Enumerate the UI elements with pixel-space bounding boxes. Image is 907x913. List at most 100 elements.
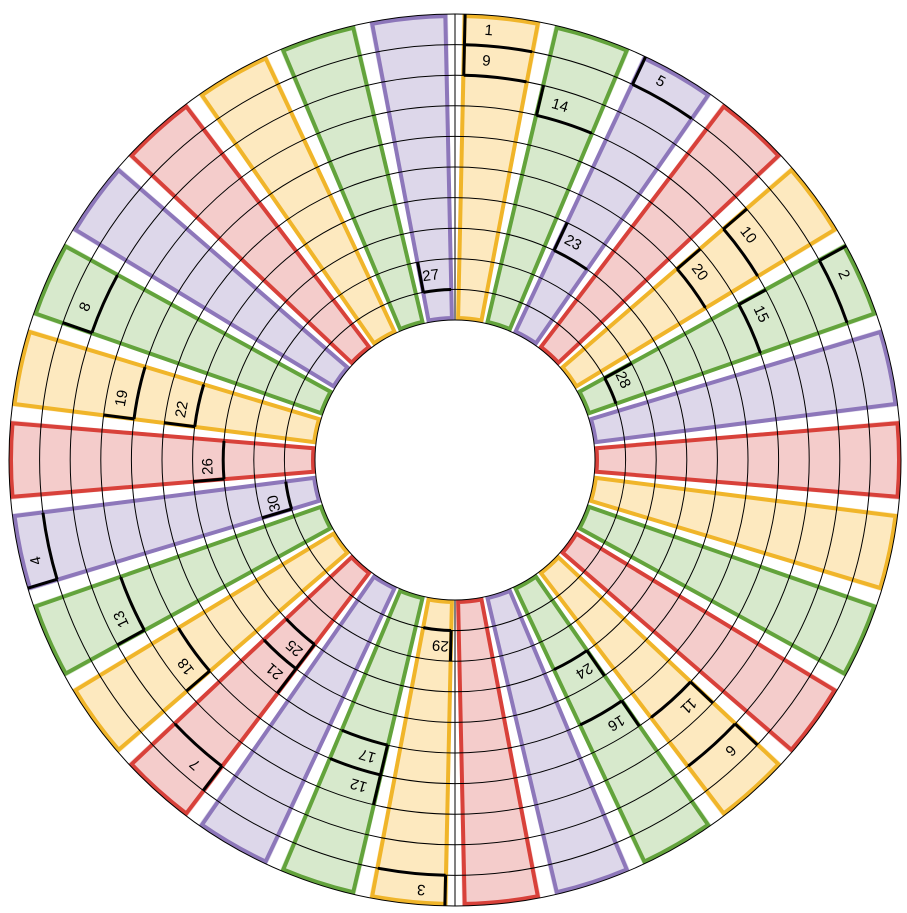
bold-arc-mark [193, 384, 206, 427]
number-label: 12 [348, 774, 369, 795]
bold-tick-mark [462, 14, 467, 45]
sector-yellow [369, 597, 453, 906]
bold-tick-mark [27, 577, 58, 590]
number-label: 4 [27, 555, 45, 567]
number-label: 10 [736, 223, 760, 247]
sector-purple [72, 166, 350, 389]
bold-tick-mark [535, 85, 545, 116]
bold-tick-mark [448, 630, 453, 662]
number-label: 18 [174, 655, 198, 679]
bold-tick-mark [185, 669, 211, 693]
sector-yellow [198, 55, 397, 346]
bold-arc-mark [650, 680, 692, 719]
number-label: 20 [688, 261, 712, 285]
bold-tick-mark [372, 774, 383, 806]
sector-purple [486, 588, 630, 895]
number-label: 14 [550, 95, 571, 116]
bold-tick-mark [116, 628, 146, 647]
number-label: 28 [612, 369, 635, 391]
sectors-layer [8, 14, 902, 906]
bold-arc-mark [221, 440, 226, 480]
inner-boundary [314, 319, 596, 601]
bold-tick-mark [734, 722, 759, 746]
sector-red [560, 531, 838, 754]
number-label: 30 [264, 493, 284, 513]
bold-arc-mark [377, 866, 446, 877]
bold-arc-mark [177, 627, 211, 672]
sector-purple [369, 14, 453, 323]
number-label: 3 [416, 881, 426, 899]
bold-arc-mark [173, 722, 223, 768]
number-label: 23 [562, 231, 585, 254]
bold-arc-mark [603, 377, 618, 405]
bold-arc-mark [579, 699, 623, 727]
number-label: 17 [357, 745, 378, 766]
sector-green [280, 588, 424, 895]
bold-tick-mark [462, 44, 466, 76]
bold-tick-mark [261, 507, 293, 520]
bold-tick-mark [276, 667, 298, 694]
bold-arc-mark [675, 267, 707, 309]
number-label: 16 [605, 711, 628, 734]
bold-tick-mark [722, 207, 748, 231]
sector-red [128, 103, 371, 365]
bold-tick-mark [603, 362, 633, 380]
number-label: 27 [421, 266, 440, 285]
bold-arc-mark [818, 259, 849, 324]
bold-tick-mark [62, 321, 93, 335]
sector-red [539, 103, 782, 365]
sector-green [577, 505, 877, 677]
bold-tick-mark [416, 262, 425, 293]
bold-arc-mark [423, 626, 452, 633]
bold-tick-mark [294, 643, 316, 670]
sector-yellow [457, 14, 541, 323]
bold-arc-mark [119, 576, 146, 631]
bold-arc-mark [464, 43, 533, 54]
number-label: 1 [484, 22, 494, 40]
number-label: 13 [110, 608, 133, 630]
sector-purple [513, 55, 712, 346]
number-label: 15 [750, 303, 773, 325]
bold-tick-mark [818, 244, 847, 262]
bold-tick-mark [631, 56, 647, 86]
bold-tick-mark [552, 222, 569, 252]
sector-purple [198, 574, 397, 865]
bold-arc-mark [132, 366, 147, 420]
number-label: 29 [431, 636, 449, 654]
sector-red [457, 597, 541, 906]
bold-tick-mark [738, 288, 767, 306]
bold-arc-mark [553, 249, 588, 271]
bold-marks-layer [27, 14, 849, 906]
bold-tick-mark [443, 875, 448, 906]
sector-yellow [539, 555, 782, 817]
bold-tick-mark [585, 649, 606, 677]
number-label: 22 [172, 400, 192, 420]
bold-tick-mark [689, 680, 714, 705]
sector-green [513, 574, 712, 865]
bold-tick-mark [103, 413, 135, 421]
number-label: 9 [482, 52, 492, 70]
number-label: 24 [573, 659, 596, 682]
bold-arc-mark [341, 728, 388, 747]
bold-tick-mark [193, 477, 225, 483]
sector-green [577, 243, 877, 415]
sector-green [33, 243, 333, 415]
sector-green [33, 505, 333, 677]
bold-arc-mark [737, 303, 762, 354]
bold-arc-mark [631, 83, 693, 120]
number-label: 26 [199, 458, 216, 475]
sector-yellow [560, 166, 838, 389]
bold-tick-mark [620, 700, 641, 727]
bold-tick-mark [676, 247, 702, 271]
bold-tick-mark [202, 765, 224, 792]
sector-green [486, 25, 630, 332]
sector-red [128, 555, 371, 817]
bold-tick-mark [164, 421, 195, 429]
bold-tick-mark [379, 744, 390, 776]
number-label: 19 [112, 388, 132, 408]
bold-arc-mark [722, 228, 759, 277]
sector-yellow [72, 531, 350, 754]
bold-arc-mark [41, 512, 59, 580]
sector-green [280, 25, 424, 332]
